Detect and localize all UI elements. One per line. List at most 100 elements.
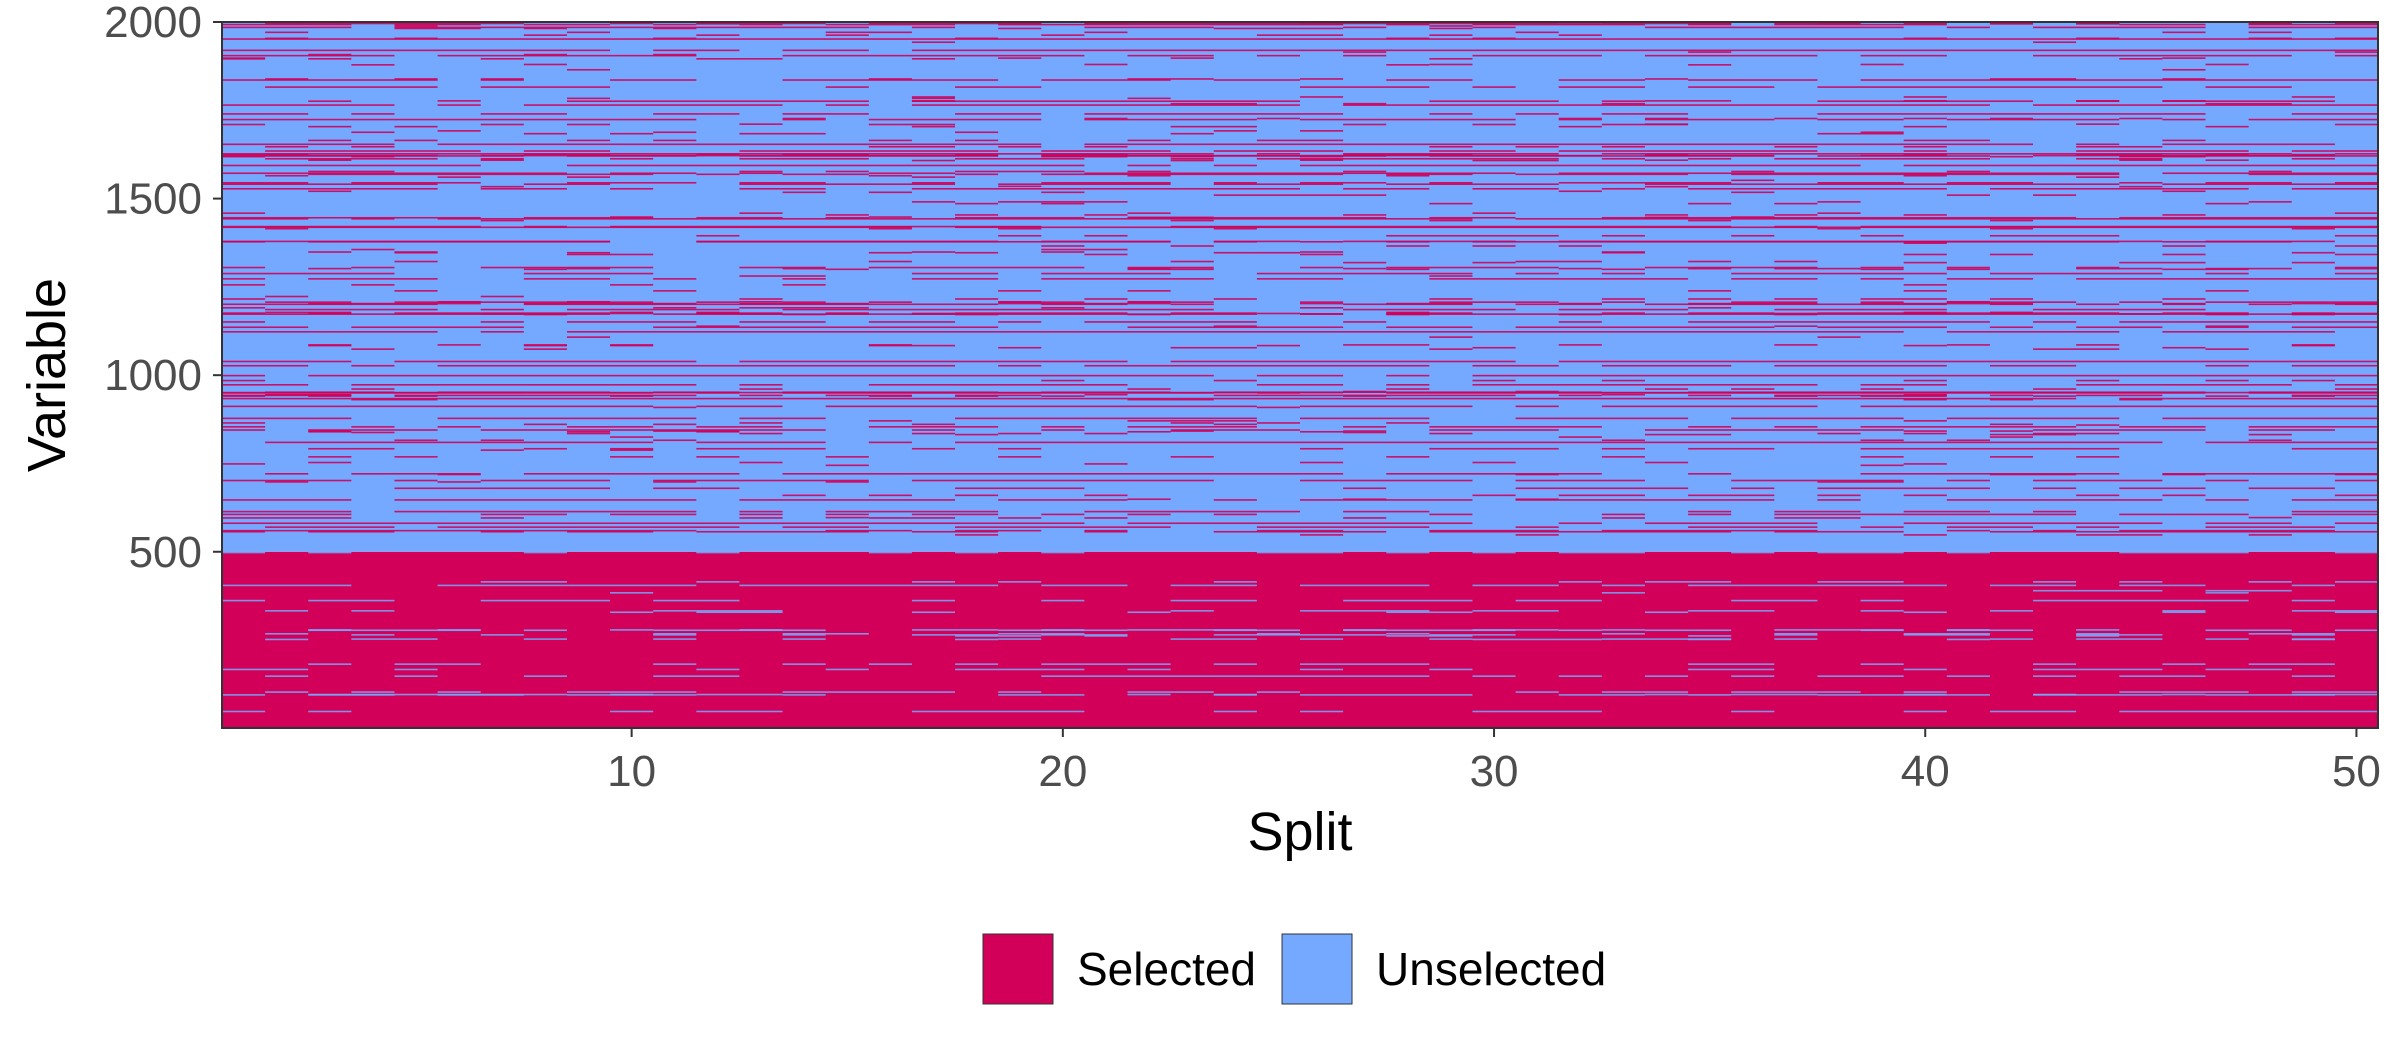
heatmap-cell-selected	[1946, 439, 1990, 442]
heatmap-cell-unselected	[1343, 599, 1473, 602]
heatmap-cell-selected	[1472, 212, 1516, 214]
heatmap-cell-unselected	[653, 638, 697, 640]
heatmap-cell-selected	[696, 301, 740, 303]
heatmap-cell-selected	[265, 526, 395, 528]
heatmap-cell-selected	[351, 348, 395, 350]
heatmap-cell-selected	[1989, 298, 2034, 300]
heatmap-cell-selected	[265, 393, 352, 396]
heatmap-cell-selected	[2205, 102, 2292, 105]
heatmap-cell-unselected	[1731, 599, 1818, 602]
heatmap-cell-selected	[394, 260, 438, 263]
heatmap-cell-selected	[1429, 391, 1818, 394]
heatmap-cell-selected	[351, 431, 395, 434]
heatmap-cell-selected	[2076, 145, 2163, 148]
heatmap-cell-selected	[222, 517, 352, 519]
heatmap-cell-selected	[2334, 522, 2378, 525]
heatmap-cell-unselected	[1903, 693, 1947, 696]
heatmap-cell-selected	[1860, 266, 1904, 269]
heatmap-cell-unselected	[1903, 691, 1947, 693]
heatmap-cell-selected	[2119, 398, 2163, 401]
heatmap-cell-selected	[1429, 278, 1689, 280]
heatmap-cell-selected	[222, 118, 697, 121]
heatmap-cell-selected	[1041, 154, 1602, 157]
heatmap-cell-selected	[1731, 170, 1775, 173]
heatmap-cell-selected	[1601, 379, 1645, 382]
heatmap-cell-selected	[2248, 303, 2292, 306]
heatmap-cell-selected	[696, 530, 869, 533]
heatmap-cell-selected	[825, 34, 869, 36]
heatmap-cell-selected	[1041, 429, 1085, 431]
heatmap-cell-unselected	[523, 629, 567, 632]
heatmap-cell-selected	[2076, 266, 2120, 269]
heatmap-cell-selected	[610, 311, 654, 314]
heatmap-cell-selected	[1774, 394, 1947, 397]
heatmap-cell-selected	[308, 58, 352, 60]
heatmap-cell-selected	[1558, 23, 1602, 25]
heatmap-cell-selected	[1644, 214, 1689, 216]
heatmap-cell-selected	[1989, 433, 2077, 436]
heatmap-cell-selected	[2205, 395, 2249, 397]
heatmap-cell-selected	[1817, 487, 1990, 490]
heatmap-cell-selected	[222, 172, 567, 175]
heatmap-cell-selected	[1989, 456, 2034, 458]
heatmap-cell-selected	[222, 529, 697, 532]
heatmap-cell-selected	[1343, 104, 1990, 106]
heatmap-cell-selected	[1601, 447, 1645, 450]
heatmap-cell-selected	[1817, 132, 1904, 135]
heatmap-cell-selected	[437, 481, 481, 483]
heatmap-cell-selected	[1041, 202, 1085, 205]
heatmap-cell-selected	[998, 321, 1042, 323]
heatmap-cell-selected	[1343, 510, 1430, 513]
heatmap-cell-selected	[2334, 22, 2378, 25]
heatmap-cell-selected	[1903, 420, 1947, 422]
heatmap-cell-unselected	[653, 675, 740, 677]
heatmap-cell-selected	[308, 430, 352, 432]
heatmap-cell-selected	[2162, 154, 2335, 157]
heatmap-cell-selected	[1084, 113, 1344, 115]
heatmap-cell-unselected	[1041, 599, 1085, 602]
heatmap-cell-selected	[1170, 159, 1214, 162]
heatmap-cell-unselected	[1170, 610, 1214, 612]
heatmap-cell-selected	[1170, 225, 1732, 228]
heatmap-cell-selected	[1601, 102, 1645, 105]
heatmap-cell-selected	[1601, 439, 1645, 442]
heatmap-cell-selected	[1084, 22, 1559, 25]
heatmap-cell-selected	[1731, 179, 1775, 182]
heatmap-cell-unselected	[1041, 675, 1430, 677]
heatmap-cell-selected	[1256, 139, 1344, 142]
heatmap-cell-unselected	[2119, 551, 2249, 554]
heatmap-cell-unselected	[1601, 638, 1732, 640]
heatmap-cell-selected	[782, 494, 826, 497]
heatmap-cell-unselected	[1472, 710, 1602, 713]
heatmap-cell-selected	[1989, 117, 2034, 120]
heatmap-cell-selected	[1213, 530, 1387, 533]
heatmap-cell-selected	[394, 78, 438, 80]
heatmap-cell-selected	[222, 360, 352, 363]
heatmap-cell-selected	[696, 311, 740, 314]
heatmap-cell-selected	[222, 422, 266, 424]
heatmap-cell-selected	[1558, 190, 1602, 193]
heatmap-cell-unselected	[222, 584, 352, 587]
heatmap-cell-unselected	[998, 581, 1042, 583]
heatmap-cell-selected	[1213, 251, 1300, 254]
heatmap-cell-selected	[653, 139, 697, 142]
heatmap-cell-selected	[1644, 216, 1689, 219]
heatmap-cell-selected	[1084, 214, 1128, 216]
heatmap-cell-selected	[868, 118, 1042, 121]
heatmap-cell-unselected	[2033, 663, 2077, 665]
heatmap-cell-selected	[868, 384, 1128, 386]
heatmap-cell-selected	[1515, 326, 1775, 329]
heatmap-cell-selected	[1213, 164, 1257, 167]
heatmap-cell-selected	[1386, 266, 1559, 269]
legend-key-unselected	[1281, 933, 1353, 1005]
heatmap-cell-unselected	[1731, 691, 1861, 693]
heatmap-cell-selected	[1903, 164, 2378, 167]
heatmap-cell-unselected	[308, 710, 352, 713]
heatmap-cell-selected	[653, 406, 697, 409]
heatmap-cell-unselected	[1946, 551, 1990, 554]
heatmap-cell-selected	[2291, 261, 2335, 264]
heatmap-cell-unselected	[653, 663, 697, 665]
heatmap-cell-selected	[1429, 513, 1473, 516]
heatmap-cell-selected	[1558, 302, 1602, 305]
heatmap-cell-selected	[610, 216, 654, 218]
